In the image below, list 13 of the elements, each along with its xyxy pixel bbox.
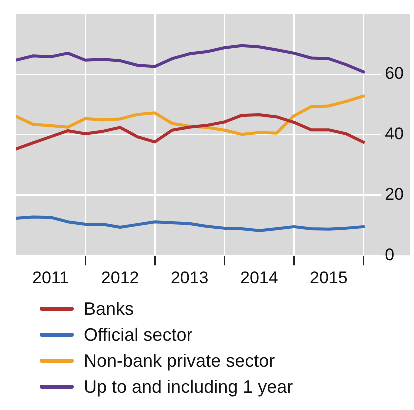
x-tick-label: 2013 xyxy=(170,268,209,288)
legend-label: Non-bank private sector xyxy=(84,350,276,372)
legend-label: Up to and including 1 year xyxy=(84,376,294,398)
y-tick-label: 40 xyxy=(385,124,404,144)
y-tick-label: 60 xyxy=(385,64,404,84)
x-tick-label: 2015 xyxy=(310,268,348,288)
x-tick-label: 2011 xyxy=(32,268,70,288)
x-tick-label: 2012 xyxy=(101,268,140,288)
y-tick-label: 0 xyxy=(385,245,395,264)
x-tick-label: 2014 xyxy=(240,268,278,288)
y-tick-label: 20 xyxy=(385,184,404,204)
legend-label: Official sector xyxy=(84,324,193,346)
legend-label: Banks xyxy=(84,298,134,320)
